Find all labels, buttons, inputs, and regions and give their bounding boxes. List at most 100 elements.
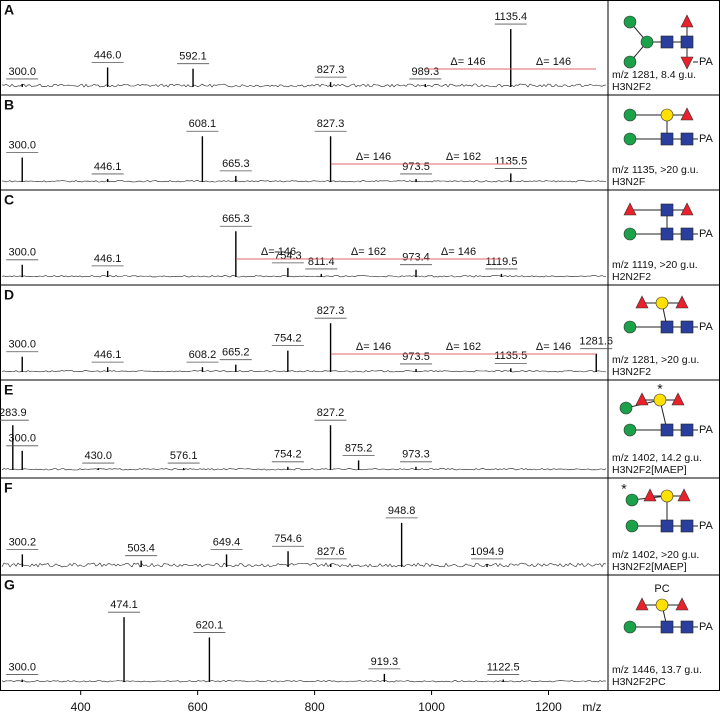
glycan-node bbox=[677, 488, 691, 502]
x-tick-label: 400 bbox=[71, 700, 91, 714]
peak-label: 827.3 bbox=[317, 118, 345, 130]
precursor: m/z 1281, >20 g.u. bbox=[612, 354, 699, 366]
composition: H3N2F bbox=[612, 176, 645, 188]
delta-label: Δ= 146 bbox=[261, 246, 296, 258]
glycan-node bbox=[635, 295, 649, 309]
glycan-node bbox=[640, 35, 654, 49]
precursor: m/z 1402, >20 g.u. bbox=[612, 549, 699, 561]
glycan-node bbox=[660, 35, 674, 49]
peak-label: 948.8 bbox=[388, 505, 416, 517]
panel-label: A bbox=[4, 2, 14, 18]
glycan-node bbox=[680, 519, 694, 533]
glycan-node bbox=[680, 14, 694, 28]
peak-label: 300.0 bbox=[8, 140, 36, 152]
peak-label: 446.1 bbox=[94, 349, 122, 361]
peak-label: 827.3 bbox=[317, 305, 345, 317]
delta-label: Δ= 146 bbox=[441, 246, 476, 258]
precursor: m/z 1446, 13.7 g.u. bbox=[612, 664, 702, 676]
delta-label: Δ= 146 bbox=[450, 56, 485, 68]
composition: H3N2F2[MAEP] bbox=[612, 464, 687, 476]
glycan-node bbox=[623, 227, 637, 241]
peak-label: 973.4 bbox=[402, 252, 430, 264]
delta-label: Δ= 162 bbox=[446, 151, 481, 163]
peak-label: 827.6 bbox=[317, 546, 345, 558]
glycan-node bbox=[680, 227, 694, 241]
delta-label: Δ= 162 bbox=[351, 246, 386, 258]
glycan-node bbox=[680, 320, 694, 334]
precursor: m/z 1119, >20 g.u. bbox=[612, 259, 698, 271]
reducing-end: PA bbox=[699, 520, 714, 532]
reducing-end: PA bbox=[699, 228, 714, 240]
glycan-node bbox=[660, 519, 674, 533]
glycan-node bbox=[660, 620, 674, 634]
glycan-node bbox=[680, 107, 694, 121]
peak-label: 474.1 bbox=[110, 599, 138, 611]
glycan-node bbox=[655, 598, 669, 612]
composition: H3N2F2PC bbox=[612, 676, 666, 688]
peak-label: 754.6 bbox=[274, 533, 302, 545]
glycan-node bbox=[675, 295, 689, 309]
noise bbox=[1, 275, 607, 278]
glycan-node bbox=[680, 35, 694, 49]
glycan-node bbox=[660, 320, 674, 334]
peak-label: 1119.5 bbox=[485, 256, 517, 268]
peak-label: 1135.4 bbox=[494, 11, 527, 23]
glycan-node bbox=[623, 108, 637, 122]
noise bbox=[1, 680, 607, 683]
glycan-node bbox=[623, 55, 637, 69]
glycan-node bbox=[635, 597, 649, 611]
glycan-node bbox=[653, 393, 667, 407]
composition: H2N2F2 bbox=[612, 271, 651, 283]
composition: H3N2F2[MAEP] bbox=[612, 561, 687, 573]
peak-label: 503.4 bbox=[127, 543, 155, 555]
peak-label: 283.9 bbox=[0, 407, 27, 419]
glycan-node bbox=[643, 488, 657, 502]
glycan-node bbox=[660, 203, 674, 217]
peak-label: 608.1 bbox=[189, 118, 217, 130]
peak-label: 754.2 bbox=[274, 449, 302, 461]
peak-label: 973.3 bbox=[402, 449, 430, 461]
panel-label: G bbox=[4, 577, 15, 593]
reducing-end: PA bbox=[699, 56, 714, 68]
peak-label: 973.5 bbox=[402, 161, 430, 173]
glycan-node bbox=[623, 132, 637, 146]
peak-label: 989.3 bbox=[412, 66, 440, 78]
glycan-node bbox=[660, 108, 674, 122]
peak-label: 300.0 bbox=[8, 661, 36, 673]
peak-label: 1135.5 bbox=[494, 350, 527, 362]
delta-label: Δ= 146 bbox=[536, 341, 571, 353]
glycan-node bbox=[660, 227, 674, 241]
peak-label: 608.2 bbox=[189, 349, 217, 361]
x-tick-label: 600 bbox=[188, 700, 208, 714]
peak-label: 300.0 bbox=[8, 433, 36, 445]
glycan-node bbox=[623, 320, 637, 334]
glycan-node bbox=[625, 493, 639, 507]
peak-label: 446.1 bbox=[94, 253, 122, 265]
peak-label: 665.3 bbox=[222, 213, 250, 225]
peak-label: 300.2 bbox=[9, 536, 37, 548]
peak-label: 665.2 bbox=[222, 347, 250, 359]
glycan-node bbox=[623, 620, 637, 634]
noise bbox=[1, 180, 606, 183]
panel-label: E bbox=[4, 382, 13, 398]
glycan-node bbox=[619, 401, 633, 415]
glycan-node bbox=[660, 423, 674, 437]
peak-label: 300.0 bbox=[8, 247, 36, 259]
peak-label: 430.0 bbox=[84, 450, 112, 462]
peak-label: 1281.6 bbox=[579, 336, 613, 348]
reducing-end: PA bbox=[699, 424, 714, 436]
panel-label: C bbox=[4, 192, 14, 208]
delta-label: Δ= 146 bbox=[356, 341, 391, 353]
peak-label: 592.1 bbox=[179, 51, 207, 63]
reducing-end: PA bbox=[699, 133, 714, 145]
peak-label: 827.2 bbox=[317, 407, 345, 419]
glycan-node bbox=[635, 392, 649, 406]
peak-label: 649.4 bbox=[213, 536, 241, 548]
glycan-node bbox=[623, 423, 637, 437]
glycan-node bbox=[671, 392, 685, 406]
peak-label: 754.2 bbox=[274, 333, 302, 345]
composition: H3N2F2 bbox=[612, 366, 651, 378]
panel-label: B bbox=[4, 97, 14, 113]
noise bbox=[1, 370, 607, 373]
noise bbox=[1, 562, 607, 568]
